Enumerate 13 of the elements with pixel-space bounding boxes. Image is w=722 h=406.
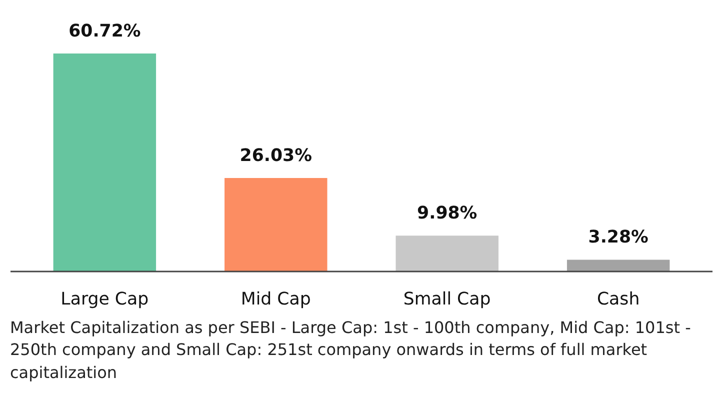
bar xyxy=(566,260,670,272)
data-label: 26.03% xyxy=(240,146,312,166)
text: Market Capitalization as per SEBI - Large Cap: 1st - 100th company, Mid Cap: 101st - 250th company and Small Cap: 251st company onwards in terms of full market capitalization xyxy=(10,317,692,384)
data-label: 60.72% xyxy=(68,21,141,42)
x-tick-label: Mid Cap xyxy=(240,290,311,310)
bar xyxy=(396,236,498,272)
x-tick-label: Small Cap xyxy=(403,290,491,310)
bar xyxy=(224,178,328,272)
data-label: 9.98% xyxy=(417,204,478,224)
x-tick-label: Large Cap xyxy=(60,290,149,310)
data-label: 3.28% xyxy=(588,228,648,248)
x-tick-label: Cash xyxy=(596,290,640,310)
bar xyxy=(53,53,156,272)
